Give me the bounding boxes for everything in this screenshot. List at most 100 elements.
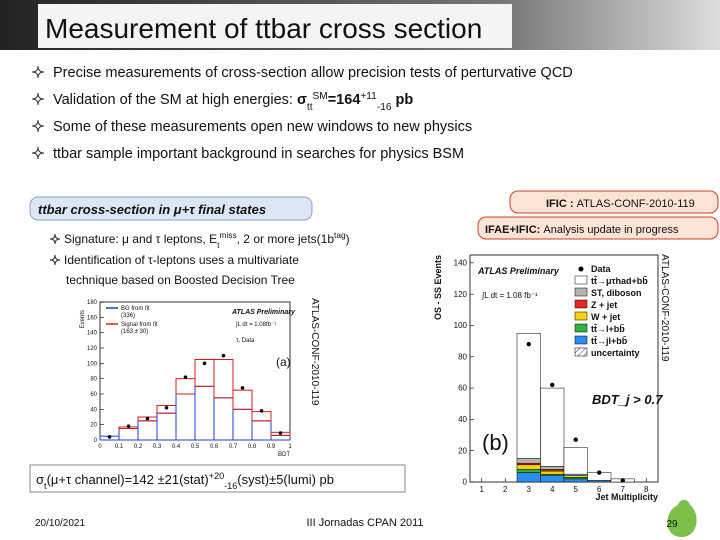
data-point [278,431,283,435]
text-part: ATLAS-CONF-2010-119 [577,198,695,210]
data-point [183,375,188,379]
footer-date: 20/10/2021 [35,518,85,529]
bullet-icon [31,92,45,106]
result-text: σt(μ+τ channel)=142 ±21(stat)+20-16(syst… [36,471,334,491]
legend-swatch [578,266,584,272]
text-part: IFAE+IFIC: [485,224,543,236]
text-part: =164 [328,92,361,108]
legend-count: (336) [121,313,135,319]
y-tick-label: 80 [90,377,97,383]
x-axis-label: Jet Multiplicity [595,492,658,502]
stack-segment [563,447,588,475]
experiment: ATLAS Preliminary [477,266,560,276]
page-number: 29 [666,519,678,530]
text-part: t [44,481,47,491]
bullet-icon [49,254,61,266]
data-point [126,424,131,429]
text-part: σ [36,472,44,487]
text-part: Identification of τ-leptons uses a multi… [64,253,299,267]
x-tick-label: 0.2 [134,444,143,450]
text-part: σ [297,92,307,108]
legend-label: tt̄→jl+bb̄ [591,336,628,346]
experiment: ATLAS Preliminary [231,309,296,316]
x-tick-label: 7 [621,485,626,494]
channel: τ, Data [236,338,255,344]
text-part: +20 [209,471,224,481]
data-point [202,361,207,366]
bullet-icon [31,146,45,160]
data-point [164,406,169,410]
x-tick-label: 4 [550,485,555,494]
stack-segment [516,472,541,483]
y-tick-label: 100 [454,321,468,330]
text-part: (μ+τ channel)=142 ±21(stat) [47,472,209,487]
text-part: IFIC : [546,198,577,210]
y-tick-label: 100 [87,361,98,367]
y-tick-label: 0 [463,478,468,487]
stack-segment [516,458,541,464]
stack-segment [563,478,588,483]
data-point [145,416,150,421]
stack-segment [540,466,565,470]
title-box [38,4,512,48]
legend-label: Z + jet [591,300,617,310]
cut-label: BDT_j > 0.7 [592,392,663,407]
text-part: tag [334,230,346,240]
legend-label: Signal from fit [121,322,158,328]
x-tick-label: 6 [597,485,602,494]
legend-label: W + jet [591,312,620,322]
data-point [526,342,531,347]
x-tick-label: 1 [480,485,485,494]
result-box [29,464,406,493]
y-tick-label: 80 [458,352,467,361]
bullet-icon [31,65,45,79]
title: Measurement of ttbar cross section [45,13,482,44]
x-tick-label: 0.7 [229,444,238,450]
signal-bar [232,389,253,410]
side-label: ATLAS-CONF-2010-119 [659,254,670,362]
luminosity: ∫L dt = 1.08fb⁻¹ [235,321,276,328]
legend-swatch [574,323,588,333]
y-tick-label: 140 [87,331,98,337]
x-tick-label: 0 [98,444,102,450]
x-tick-label: 0.1 [115,444,124,450]
data-point [597,470,602,475]
legend-swatch [574,347,588,357]
data-point [240,386,245,390]
x-tick-label: 0.4 [172,444,181,450]
text-part: Analysis update in progress [543,224,679,236]
text-part: technique based on Boosted Decision Tree [66,273,295,287]
stack-segment [540,470,565,475]
legend-swatch [574,299,588,309]
bullet-icon [31,119,45,133]
tag-text: IFIC : ATLAS-CONF-2010-119 [546,198,695,210]
stack-segment [540,475,565,483]
bullet-text: ttbar sample important background in sea… [53,146,464,162]
tag-box [477,216,719,240]
sub-bullet-text: Identification of τ-leptons uses a multi… [64,253,299,267]
y-tick-label: 160 [87,315,98,321]
footer-event: III Jornadas CPAN 2011 [307,517,424,529]
y-tick-label: 180 [87,300,98,306]
y-tick-label: 60 [90,392,97,398]
stack-segment [516,333,541,459]
stack-segment [540,387,565,467]
section-label: ttbar cross-section in μ+τ final states [38,202,266,217]
tag-box [509,190,719,214]
text-part: Signature: μ and τ leptons, E [64,232,217,246]
signal-bar [213,359,234,399]
legend-swatch [574,275,588,285]
legend-swatch [574,335,588,345]
data-point [550,382,555,388]
legend-label: tt̄→l+bb̄ [591,324,625,334]
legend-label: Data [591,264,612,274]
legend-label: uncertainty [591,348,640,358]
data-point [221,353,226,358]
y-tick-label: 140 [454,258,468,267]
text-part: Some of these measurements open new wind… [53,119,472,135]
text-part: ) [346,232,350,246]
x-tick-label: 0.9 [267,444,276,450]
x-axis-label: BDT [278,452,290,458]
bullet-text: Some of these measurements open new wind… [53,119,472,135]
